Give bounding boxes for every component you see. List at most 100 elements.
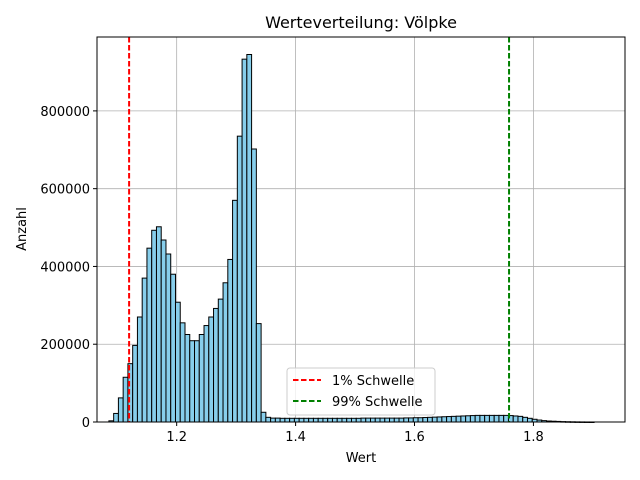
histogram-bar xyxy=(174,301,181,423)
histogram-bar xyxy=(450,415,457,423)
histogram-bar xyxy=(227,258,234,423)
y-tick-label: 0 xyxy=(82,416,90,431)
legend-label-99pct: 99% Schwelle xyxy=(332,395,423,410)
histogram-bar xyxy=(312,417,319,423)
histogram-bar xyxy=(331,417,338,423)
histogram-bar xyxy=(160,239,167,423)
histogram-bar xyxy=(317,417,324,423)
histogram-bar xyxy=(465,415,471,423)
histogram-bar xyxy=(165,253,172,423)
histogram-bar xyxy=(236,135,243,423)
x-tick-label: 1.6 xyxy=(404,430,425,445)
histogram-bar xyxy=(208,316,215,423)
histogram-bar xyxy=(117,397,124,423)
histogram-bar xyxy=(469,415,476,423)
threshold-lines xyxy=(128,37,511,422)
histogram-bar xyxy=(246,54,253,423)
histogram-bar xyxy=(398,417,405,423)
y-tick-label: 400000 xyxy=(40,260,90,275)
histogram-bar xyxy=(293,417,300,423)
plot-frame xyxy=(96,36,626,423)
histogram-bar xyxy=(446,416,452,423)
histogram-bar xyxy=(379,417,386,423)
histogram-bar xyxy=(384,417,391,423)
histogram-bar xyxy=(184,334,191,423)
histogram-bar xyxy=(479,414,486,423)
histogram-bar xyxy=(327,417,333,423)
histogram-bar xyxy=(408,417,414,423)
histogram-bar xyxy=(417,417,424,423)
histogram-bars xyxy=(108,54,595,423)
histogram-bar xyxy=(460,415,467,423)
histogram-bar xyxy=(289,417,295,423)
histogram-bar xyxy=(303,417,310,423)
histogram-bar xyxy=(455,415,462,423)
histogram-bar xyxy=(170,273,176,423)
histogram-bar xyxy=(431,416,438,423)
histogram-bar xyxy=(298,417,305,423)
histogram-bar xyxy=(517,415,524,423)
histogram-bar xyxy=(265,416,272,423)
histogram-bar xyxy=(132,344,138,423)
y-tick-label: 600000 xyxy=(40,183,90,198)
y-axis-label: Anzahl xyxy=(15,207,30,251)
histogram-bar xyxy=(346,417,352,423)
y-tick-label: 800000 xyxy=(40,105,90,120)
histogram-bar xyxy=(522,416,528,423)
histogram-bar xyxy=(403,417,410,423)
histogram-bar xyxy=(198,334,205,423)
histogram-bar xyxy=(146,247,153,423)
histogram-bar xyxy=(113,412,119,423)
chart-title: Werteverteilung: Völpke xyxy=(265,13,457,32)
x-axis-label: Wert xyxy=(346,451,377,466)
histogram-bar xyxy=(374,417,381,423)
histogram-bar xyxy=(393,417,400,423)
histogram-bar xyxy=(498,414,505,423)
histogram-bar xyxy=(194,340,200,423)
histogram-bar xyxy=(427,416,433,423)
histogram-bar xyxy=(389,417,395,423)
histogram-bar xyxy=(179,322,186,423)
histogram-bar xyxy=(422,417,429,423)
histogram-bar xyxy=(308,417,314,423)
histogram-bar xyxy=(213,307,219,423)
legend-box xyxy=(286,367,436,416)
histogram-bar xyxy=(493,414,500,423)
histogram-bar xyxy=(484,414,490,423)
histogram-bar xyxy=(350,417,357,423)
histogram-bar xyxy=(189,340,196,423)
histogram-bar xyxy=(360,417,367,423)
histogram-bar xyxy=(412,417,419,423)
histogram-bar xyxy=(155,226,162,423)
histogram-bar xyxy=(526,417,533,423)
histogram-bar xyxy=(279,417,286,423)
histogram-bar xyxy=(274,417,281,423)
histogram-bar xyxy=(355,417,362,423)
histogram-bar xyxy=(241,58,248,423)
histogram-bar xyxy=(436,416,443,423)
histogram-bar xyxy=(122,376,129,423)
histogram-bar xyxy=(222,282,229,423)
y-axis-ticks: 0 200000 400000 600000 800000 xyxy=(40,105,97,431)
histogram-bar xyxy=(365,417,372,423)
histogram-bar xyxy=(255,323,262,423)
histogram-bar xyxy=(441,416,448,423)
x-tick-label: 1.2 xyxy=(166,430,187,445)
histogram-bar xyxy=(232,199,238,423)
histogram-bar xyxy=(251,148,257,423)
legend-label-1pct: 1% Schwelle xyxy=(332,374,414,389)
histogram-bar xyxy=(151,229,157,423)
legend: 1% Schwelle 99% Schwelle xyxy=(286,367,436,416)
y-tick-label: 200000 xyxy=(40,338,90,353)
histogram-bar xyxy=(203,325,210,423)
histogram-bar xyxy=(488,414,495,423)
x-tick-label: 1.4 xyxy=(285,430,306,445)
histogram-bar xyxy=(503,414,509,423)
histogram-bar xyxy=(260,411,267,423)
x-axis-ticks: 1.2 1.4 1.6 1.8 xyxy=(166,422,544,445)
histogram-bar xyxy=(512,415,519,423)
histogram-bar xyxy=(136,316,143,423)
histogram-bar xyxy=(322,417,329,423)
histogram-bar xyxy=(141,277,148,423)
